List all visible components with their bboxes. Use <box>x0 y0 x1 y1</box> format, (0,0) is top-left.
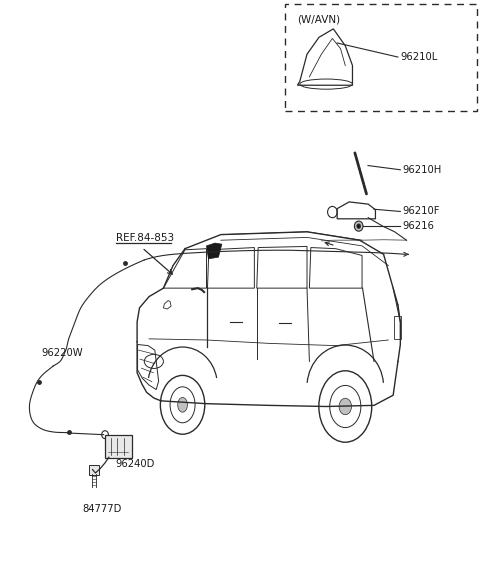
Text: (W/AVN): (W/AVN) <box>298 15 340 25</box>
Text: 96220W: 96220W <box>41 348 83 358</box>
Circle shape <box>354 221 363 231</box>
Polygon shape <box>206 243 222 259</box>
FancyBboxPatch shape <box>89 464 99 475</box>
Text: 96210H: 96210H <box>403 165 442 175</box>
Ellipse shape <box>178 397 187 412</box>
Ellipse shape <box>339 398 351 415</box>
Text: 96210F: 96210F <box>403 206 440 216</box>
Text: 96210L: 96210L <box>400 52 438 62</box>
FancyBboxPatch shape <box>105 434 132 458</box>
Text: 84777D: 84777D <box>83 504 122 514</box>
Bar <box>286 3 477 111</box>
Text: 96240D: 96240D <box>116 459 155 469</box>
Text: REF.84-853: REF.84-853 <box>116 233 174 243</box>
Text: 96216: 96216 <box>403 221 434 231</box>
Circle shape <box>357 224 360 228</box>
